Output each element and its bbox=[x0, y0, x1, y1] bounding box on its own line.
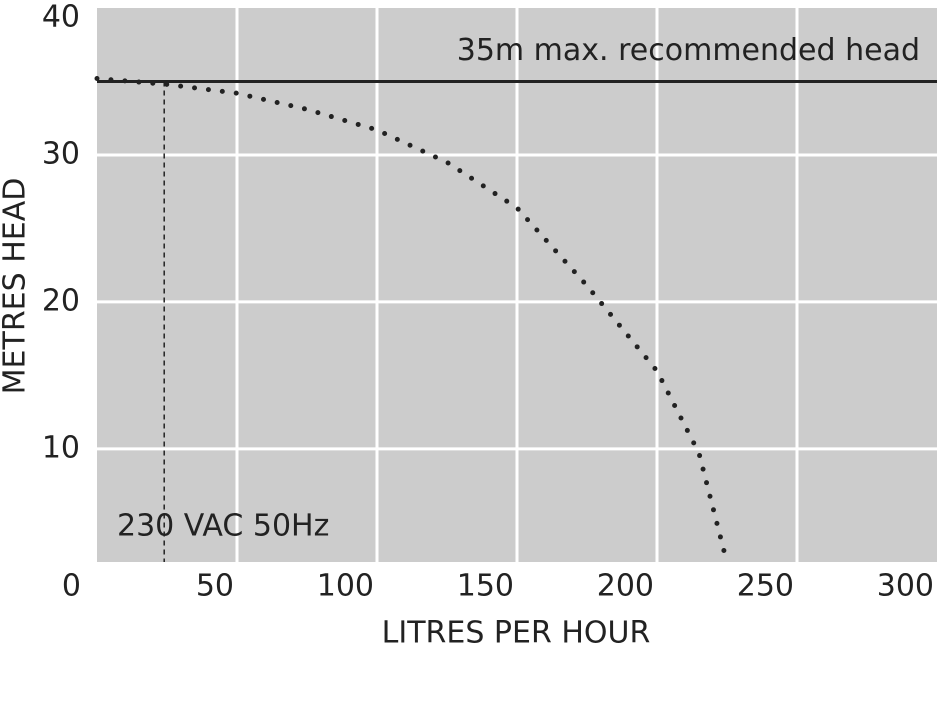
x-tick-label: 0 bbox=[62, 569, 81, 604]
marker-label: 230 VAC 50Hz bbox=[117, 509, 329, 544]
curve bbox=[94, 76, 727, 555]
x-tick-label: 100 bbox=[317, 569, 374, 604]
x-tick-label: 50 bbox=[196, 569, 234, 604]
y-tick-label: 40 bbox=[42, 0, 80, 35]
y-axis-label: METRES HEAD bbox=[0, 178, 33, 395]
x-tick-label: 300 bbox=[877, 569, 934, 604]
y-tick-label: 10 bbox=[42, 430, 80, 465]
y-tick-label: 30 bbox=[42, 136, 80, 171]
x-tick-label: 200 bbox=[597, 569, 654, 604]
y-tick-label: 20 bbox=[42, 283, 80, 318]
reference-label: 35m max. recommended head bbox=[457, 33, 920, 68]
x-tick-label: 250 bbox=[737, 569, 794, 604]
x-axis-label: LITRES PER HOUR bbox=[382, 616, 651, 651]
x-tick-label: 150 bbox=[457, 569, 514, 604]
